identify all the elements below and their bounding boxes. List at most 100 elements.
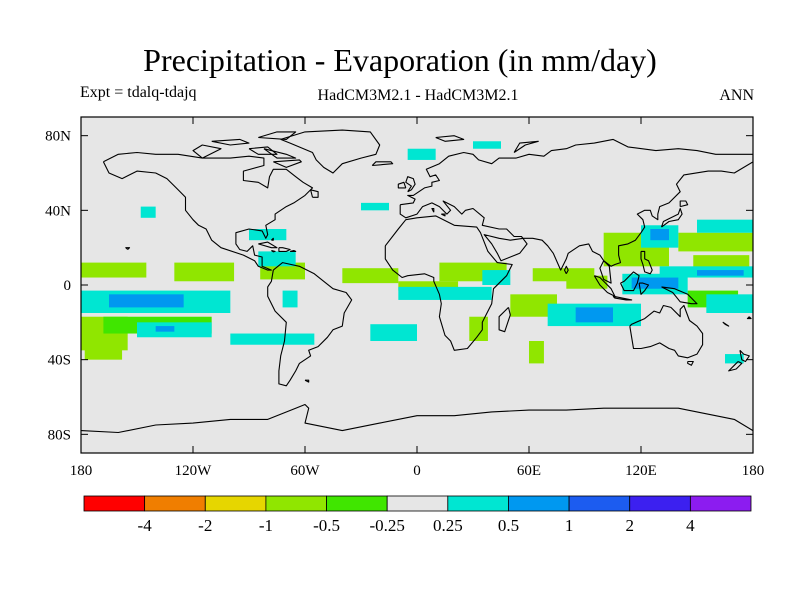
- coastline: [399, 138, 753, 284]
- x-tick-label: 60W: [290, 463, 320, 479]
- field-region: [398, 281, 459, 291]
- colorbar-swatch: [265, 495, 327, 512]
- coastline: [661, 286, 698, 305]
- colorbar-label: 0.25: [433, 516, 463, 535]
- y-tick-label: 80N: [45, 129, 71, 145]
- colorbar-label: -2: [198, 516, 212, 535]
- y-tick-label: 40S: [48, 353, 71, 369]
- coastline: [289, 249, 297, 252]
- coastline: [258, 241, 278, 249]
- coastline: [258, 131, 297, 140]
- model-subtitle: HadCM3M2.1 - HadCM3M2.1: [317, 87, 519, 104]
- colorbar-label: 4: [686, 516, 695, 535]
- coastline: [271, 249, 276, 253]
- colorbar-label: -0.25: [369, 516, 404, 535]
- x-tick-label: 180: [742, 463, 765, 479]
- field-region: [174, 262, 235, 282]
- x-tick-label: 120W: [175, 463, 213, 479]
- colorbar-swatch: [568, 495, 631, 512]
- coastline: [435, 135, 465, 142]
- field-region: [258, 251, 296, 267]
- y-tick-label: 40N: [45, 203, 71, 219]
- coastline: [397, 181, 407, 189]
- coastline: [102, 151, 314, 271]
- coastline: [81, 403, 753, 434]
- axis-layer: 180 120W 60W 0 60E 120E 180 80N 40N 0 40S 80S: [45, 117, 764, 479]
- field-layer: [81, 117, 753, 453]
- colorbar-swatch: [204, 495, 267, 512]
- coastline: [563, 265, 569, 275]
- colorbar-swatch: [508, 495, 570, 512]
- field-region: [84, 341, 123, 360]
- coastline: [687, 360, 694, 366]
- field-region: [631, 277, 679, 289]
- coastline: [192, 144, 222, 159]
- field-region: [650, 229, 669, 241]
- field-region: [81, 262, 147, 278]
- field-region: [725, 354, 744, 364]
- field-region: [706, 294, 753, 313]
- field-region: [678, 232, 753, 252]
- coastline: [310, 189, 319, 198]
- field-region: [370, 324, 417, 341]
- y-tick-label: 80S: [48, 427, 71, 443]
- field-region: [282, 290, 298, 308]
- y-tick-label: 0: [64, 278, 72, 294]
- coastline: [620, 271, 640, 292]
- experiment-label: Expt = tdalq-tdajq: [80, 84, 197, 101]
- coastline: [739, 349, 750, 363]
- colorbar-swatch: [629, 495, 691, 512]
- field-region: [566, 275, 608, 289]
- coastline: [638, 282, 650, 295]
- chart-title: Precipitation - Evaporation (in mm/day): [143, 42, 657, 78]
- field-region: [697, 219, 753, 233]
- coastline: [125, 247, 131, 250]
- coastline: [405, 176, 416, 193]
- field-region: [697, 270, 744, 276]
- coastline: [211, 138, 250, 146]
- field-region: [529, 341, 544, 364]
- field-region: [361, 202, 389, 211]
- coastline: [629, 304, 704, 359]
- coastline: [273, 159, 302, 168]
- field-region: [109, 294, 184, 308]
- x-tick-label: 60E: [517, 463, 541, 479]
- field-region: [473, 141, 501, 149]
- colorbar-label: 1: [565, 516, 574, 535]
- colorbar-swatch: [144, 495, 206, 512]
- coastline: [384, 215, 513, 351]
- coastline: [431, 207, 435, 213]
- colorbar: -4 -2 -1 -0.5 -0.25 0.25 0.5 1 2 4: [83, 495, 752, 535]
- coastline: [513, 140, 539, 153]
- field-region: [482, 270, 511, 285]
- colorbar-swatch: [83, 495, 146, 512]
- colorbar-swatch: [386, 495, 449, 512]
- coastline: [498, 307, 511, 333]
- coastline: [271, 237, 274, 241]
- x-tick-label: 0: [413, 463, 421, 479]
- coastline: [441, 213, 446, 217]
- x-tick-label: 120E: [625, 463, 657, 479]
- coastline: [728, 361, 743, 372]
- field-region: [398, 286, 492, 300]
- coastline: [263, 148, 297, 159]
- coastline: [278, 247, 291, 252]
- field-region: [575, 307, 613, 323]
- coastline: [304, 379, 310, 383]
- coastline: [280, 129, 381, 174]
- colorbar-label: -1: [259, 516, 273, 535]
- coastline: [371, 161, 394, 167]
- colorbar-swatch: [326, 495, 388, 512]
- period-label: ANN: [719, 87, 754, 104]
- colorbar-label: 0.5: [498, 516, 519, 535]
- coastline: [612, 295, 633, 301]
- field-region: [407, 148, 436, 160]
- colorbar-swatch: [447, 495, 509, 512]
- colorbar-label: -4: [138, 516, 153, 535]
- colorbar-label: -0.5: [313, 516, 340, 535]
- field-region: [510, 294, 557, 317]
- coastline: [660, 207, 683, 228]
- coastline: [640, 250, 653, 275]
- coastline: [722, 321, 730, 327]
